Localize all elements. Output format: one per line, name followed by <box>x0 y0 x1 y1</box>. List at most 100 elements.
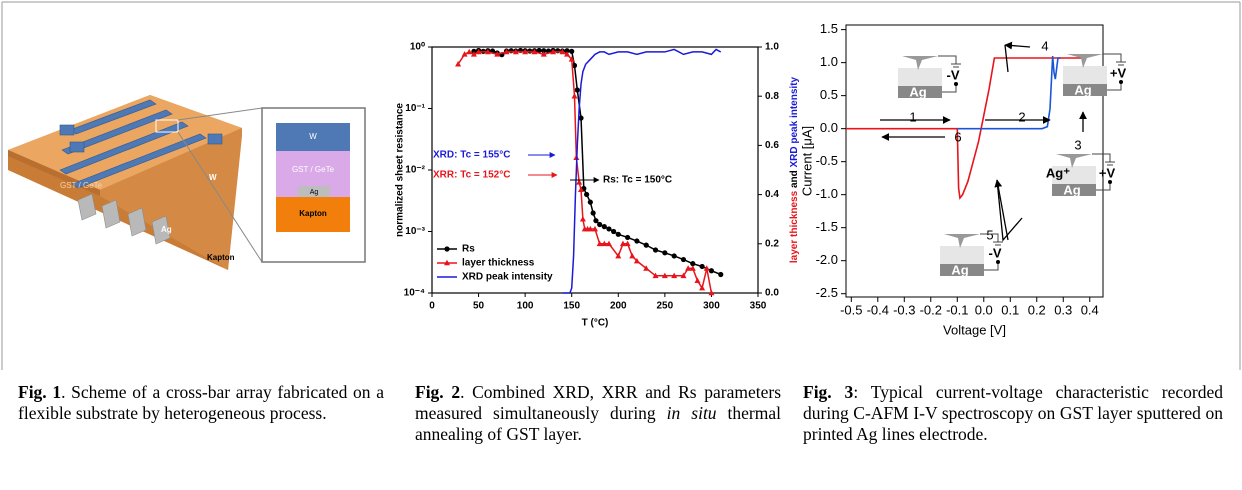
x-tick-label: 0.4 <box>1081 302 1099 317</box>
x-tick-label: -0.3 <box>893 302 915 317</box>
figure-3: -0.5 -0.4 -0.3 -0.2 -0.1 0.0 0.1 0.2 0.3 0.4-2.5-… <box>799 21 1126 337</box>
y2-axis-label-part: and <box>789 167 800 190</box>
inset-node <box>1119 80 1123 84</box>
point <box>694 277 701 283</box>
point <box>708 289 715 296</box>
y2-tick-label: 0.8 <box>765 91 779 102</box>
point <box>569 48 575 54</box>
figure-2: 0 50 100 150 200 250 300 350 10⁻⁴ 10⁻³ 10⁻² 10⁻¹ 10⁰… <box>395 42 800 329</box>
x-tick-label: -0.2 <box>920 302 942 317</box>
point <box>601 240 608 247</box>
x-tick-label: 0 <box>429 301 435 312</box>
figure-1: GST / GeTe W Ag Kapton W GST / GeTe Ag K… <box>8 95 366 270</box>
x-tick-label: 100 <box>517 301 534 312</box>
x-tick-label: 200 <box>610 301 627 312</box>
point <box>718 271 724 278</box>
point <box>611 228 617 235</box>
caption-label: Fig. 1 <box>18 382 62 402</box>
point <box>606 226 612 232</box>
tip-inset: -V Ag <box>940 233 1003 277</box>
point <box>564 51 571 57</box>
x-tick-label: 0.0 <box>975 302 993 317</box>
series-line <box>846 57 1085 200</box>
y-tick-label: 1.5 <box>820 21 838 36</box>
point <box>680 256 687 263</box>
curve-arrow <box>994 179 1009 241</box>
point <box>587 199 593 205</box>
point <box>590 210 596 216</box>
curve-number: 2 <box>1018 109 1025 124</box>
curve-arrow <box>996 179 1023 242</box>
point <box>671 272 678 279</box>
legend-label: XRD peak intensity <box>462 272 553 283</box>
point <box>605 240 612 247</box>
point <box>494 51 501 57</box>
inset-electrode <box>1052 184 1096 196</box>
point <box>615 252 622 259</box>
inset-tip <box>1056 154 1092 168</box>
point <box>579 216 586 222</box>
point <box>601 224 607 230</box>
y-tick-label: 10⁰ <box>410 42 425 53</box>
caption-text: thermal annealing of GST layer. <box>415 403 781 444</box>
y2-axis-label: layer thickness and XRD peak intensity <box>789 76 800 263</box>
x-tick-label: 50 <box>473 301 485 312</box>
curve-number: 3 <box>1074 137 1081 152</box>
point <box>703 265 710 271</box>
point <box>503 48 510 55</box>
caption-label: Fig. 2 <box>415 382 461 402</box>
y-tick-label: 0.5 <box>820 87 838 102</box>
plot-frame <box>845 24 1104 298</box>
figure: GST / GeTe W Ag Kapton W GST / GeTe Ag K… <box>1 1 1241 370</box>
inset-wire <box>942 84 957 93</box>
y2-tick-label: 0.4 <box>765 189 779 200</box>
legend-marker <box>444 246 450 252</box>
caption: Fig. 2. Combined XRD, XRR and Rs paramet… <box>415 382 781 445</box>
point <box>512 48 519 55</box>
inset-electrode <box>898 86 942 98</box>
inset-label: Kapton <box>299 209 327 218</box>
legend-label: layer thickness <box>462 258 535 269</box>
y2-tick-label: 0.0 <box>765 288 779 299</box>
inset-label: Ag <box>1063 182 1080 197</box>
point <box>661 272 668 279</box>
tip-inset: Ag -V <box>898 55 961 99</box>
point <box>699 284 706 291</box>
x-tick-label: 0.3 <box>1054 302 1072 317</box>
point <box>578 186 585 192</box>
annotation: Rs: Tc = 150°C <box>603 175 672 186</box>
curve-arrow <box>1004 44 1009 73</box>
point <box>527 48 533 54</box>
y-tick-label: 10⁻¹ <box>405 103 425 114</box>
inset-wire <box>1103 53 1122 62</box>
point <box>625 234 631 241</box>
point <box>633 257 640 264</box>
point <box>634 238 640 244</box>
point <box>466 48 473 55</box>
point <box>455 61 462 67</box>
point <box>559 48 566 55</box>
point <box>550 48 557 55</box>
inset-wire <box>938 55 957 64</box>
x-tick-label: -0.4 <box>867 302 889 317</box>
point <box>689 265 696 271</box>
x-tick-label: 150 <box>563 301 580 312</box>
y2-tick-label: 0.2 <box>765 238 779 249</box>
caption-label: Fig. 3 <box>803 382 854 402</box>
point <box>576 179 583 185</box>
point <box>540 51 547 57</box>
inset-label: W <box>309 132 317 141</box>
inset-label: +V <box>1110 65 1127 80</box>
inset-wire <box>980 233 999 242</box>
y-tick-label: 10⁻³ <box>405 226 425 237</box>
point <box>571 62 578 69</box>
point <box>624 240 631 247</box>
inset-electrode <box>1063 84 1107 96</box>
point <box>619 240 626 247</box>
inset-wire <box>1096 182 1111 191</box>
legend-marker <box>444 259 450 266</box>
point <box>574 87 580 93</box>
point <box>690 261 696 267</box>
series-line <box>473 49 722 276</box>
tip-inset: +V Ag <box>1063 53 1127 97</box>
